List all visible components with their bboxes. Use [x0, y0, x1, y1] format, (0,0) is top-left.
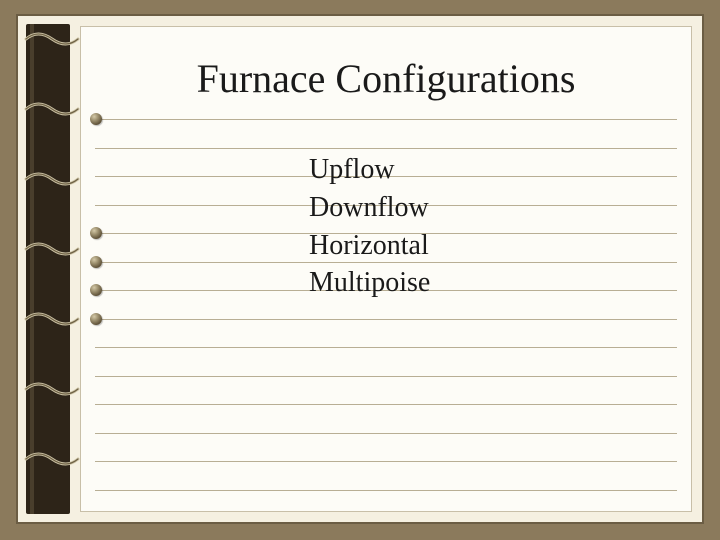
rule-line [95, 319, 677, 320]
bullet-icon [90, 284, 102, 296]
spiral-ring-icon [24, 32, 70, 46]
list-item: Upflow [309, 151, 430, 189]
list-item: Multipoise [309, 264, 430, 302]
slide-outer: Furnace Configurations UpflowDownflowHor… [16, 14, 704, 524]
spiral-ring-icon [24, 242, 70, 256]
bullet-icon [90, 256, 102, 268]
spiral-ring-icon [24, 172, 70, 186]
spiral-ring-icon [24, 382, 70, 396]
notebook-spine [26, 24, 70, 514]
slide-title: Furnace Configurations [81, 55, 691, 102]
rule-line [95, 376, 677, 377]
bullet-icon [90, 113, 102, 125]
list-item: Horizontal [309, 227, 430, 265]
rule-line [95, 148, 677, 149]
spiral-ring-icon [24, 102, 70, 116]
spiral-ring-icon [24, 452, 70, 466]
bullet-icon [90, 227, 102, 239]
rule-line [95, 461, 677, 462]
rule-line [95, 433, 677, 434]
rule-line [95, 404, 677, 405]
list-item: Downflow [309, 189, 430, 227]
rule-line [95, 119, 677, 120]
bullet-icon [90, 313, 102, 325]
notebook-paper: Furnace Configurations UpflowDownflowHor… [80, 26, 692, 512]
spiral-ring-icon [24, 312, 70, 326]
rule-line [95, 347, 677, 348]
slide-frame: Furnace Configurations UpflowDownflowHor… [0, 0, 720, 540]
rule-line [95, 490, 677, 491]
item-list: UpflowDownflowHorizontalMultipoise [309, 151, 430, 302]
